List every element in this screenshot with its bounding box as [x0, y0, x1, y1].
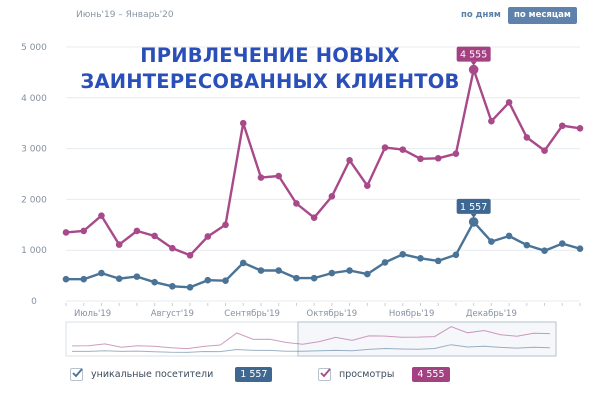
x-tick-label: Август'19: [151, 309, 194, 319]
y-tick-label: 4 000: [21, 94, 47, 104]
data-point: [62, 229, 70, 236]
data-point: [381, 144, 389, 151]
headline-line-1: ПРИВЛЕЧЕНИЕ НОВЫХ: [140, 44, 400, 67]
headline-line-2: ЗАИНТЕРЕСОВАННЫХ КЛИЕНТОВ: [80, 70, 460, 93]
data-point: [204, 276, 212, 284]
data-point: [151, 232, 158, 240]
data-point: [151, 278, 158, 286]
checkmark-icon: [72, 367, 83, 377]
data-point: [541, 147, 548, 154]
visitors-checkbox[interactable]: [70, 367, 83, 381]
x-tick-label: Декабрь'19: [466, 309, 517, 319]
views-value-badge: 4 555: [412, 366, 450, 382]
data-point: [222, 277, 229, 284]
navigator-frame: [65, 321, 557, 357]
data-point: [399, 250, 407, 258]
data-point: [488, 117, 495, 125]
navigator-line: [71, 326, 551, 350]
data-point: [346, 267, 353, 274]
navigator-line: [72, 344, 551, 353]
data-point: [186, 283, 194, 291]
x-tick-label: Июль'19: [74, 309, 111, 319]
data-point: [346, 156, 353, 164]
data-point: [558, 240, 566, 247]
data-point: [576, 124, 584, 132]
data-point: [505, 99, 513, 106]
y-tick-label: 1 000: [21, 246, 47, 256]
data-point: [257, 267, 265, 274]
data-point: [80, 275, 88, 283]
data-point: [310, 214, 318, 221]
data-point: [222, 221, 229, 229]
visitors-value-badge: 1 557: [235, 366, 273, 382]
peak-label-pointer: [470, 213, 477, 218]
data-point: [541, 247, 548, 255]
date-range-label: Июнь'19 – Январь'20: [76, 10, 174, 20]
data-point: [62, 275, 70, 283]
data-point: [239, 259, 247, 267]
data-point: [275, 172, 282, 180]
legend-views[interactable]: просмотры 4 555: [318, 365, 450, 383]
peak-label: 4 555: [460, 50, 487, 61]
data-point: [80, 227, 88, 235]
peak-label-pointer: [470, 61, 477, 66]
data-point: [239, 119, 247, 127]
data-point: [364, 270, 371, 278]
data-point: [523, 134, 531, 141]
y-tick-label: 3 000: [21, 145, 47, 155]
y-tick-label: 2 000: [21, 195, 47, 205]
by-months-button[interactable]: по месяцам: [508, 7, 577, 24]
peak-label-bg: [456, 46, 491, 62]
data-point: [98, 269, 105, 277]
data-point: [417, 155, 424, 163]
x-tick-label: Ноябрь'19: [389, 309, 435, 319]
visitors-legend-label: уникальные посетители: [91, 368, 214, 380]
y-tick-label: 0: [31, 297, 37, 307]
data-point: [115, 275, 123, 282]
data-point: [399, 146, 407, 153]
peak-label: 1 557: [460, 202, 487, 213]
data-point: [204, 233, 212, 240]
data-point: [257, 174, 265, 181]
data-point: [169, 282, 176, 290]
data-point: [98, 212, 105, 219]
data-point: [133, 273, 141, 280]
by-days-button[interactable]: по дням: [461, 10, 501, 20]
data-point: [434, 154, 442, 162]
peak-label-bg: [456, 198, 491, 214]
data-point: [452, 150, 460, 157]
data-point: [381, 259, 389, 266]
data-point: [310, 274, 318, 282]
data-point: [186, 251, 194, 259]
peak-point: [468, 217, 479, 227]
data-point: [328, 193, 336, 200]
data-point: [417, 255, 424, 262]
data-point: [523, 241, 531, 249]
x-tick-label: Октябрь'19: [307, 309, 358, 319]
data-point: [275, 267, 282, 274]
data-point: [434, 257, 442, 265]
y-tick-label: 5 000: [21, 43, 47, 53]
x-tick-label: Сентябрь'19: [224, 309, 280, 319]
data-point: [133, 227, 141, 235]
views-legend-label: просмотры: [339, 368, 395, 380]
data-point: [328, 269, 336, 277]
data-point: [505, 232, 513, 240]
peak-point: [468, 64, 479, 75]
data-point: [293, 200, 300, 207]
data-point: [558, 122, 566, 130]
legend-visitors[interactable]: уникальные посетители 1 557: [70, 365, 273, 383]
data-point: [169, 244, 176, 252]
data-point: [452, 251, 460, 259]
data-point: [488, 238, 495, 245]
data-point: [364, 182, 371, 189]
data-point: [576, 245, 584, 252]
data-point: [115, 241, 123, 248]
views-checkbox[interactable]: [318, 367, 331, 381]
data-point: [293, 274, 300, 282]
checkmark-icon: [320, 367, 331, 377]
